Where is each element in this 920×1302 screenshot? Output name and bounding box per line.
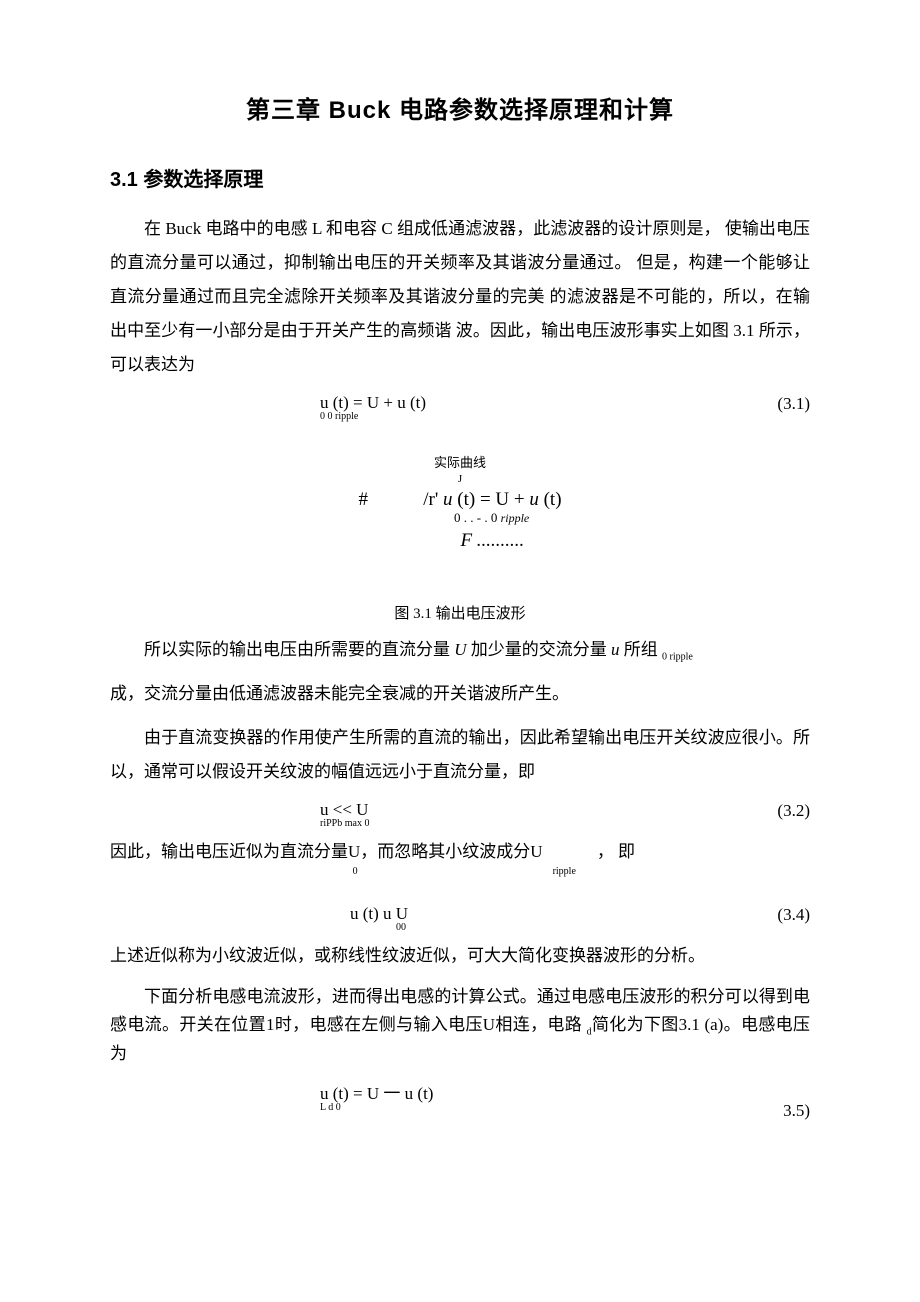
eq-3-5-number: 3.5) xyxy=(684,1083,810,1121)
figure-eq-line1: # /r' u (t) = U + u (t) xyxy=(110,489,810,512)
figure-line1-u2: u xyxy=(529,489,539,510)
equation-3-4: u (t) u U 00 (3.4) xyxy=(110,903,810,933)
section-heading-3-1: 3.1 参数选择原理 xyxy=(110,163,810,192)
eq-3-2-number: (3.2) xyxy=(684,799,810,821)
eq-3-2-sub: riPPb max 0 xyxy=(320,819,684,829)
eq-3-1-main: u (t) = U + u (t) xyxy=(320,392,684,414)
figure-line1-sub-ripple: ripple xyxy=(501,511,530,525)
equation-3-1: u (t) = U + u (t) 0 0 ripple (3.1) xyxy=(110,392,810,422)
chapter-title: 第三章 Buck 电路参数选择原理和计算 xyxy=(110,90,810,125)
figure-3-1: 实际曲线 J # /r' u (t) = U + u (t) 0 . . - .… xyxy=(110,452,810,623)
figure-f-dots: F .......... xyxy=(110,530,810,552)
paragraph-1: 在 Buck 电路中的电感 L 和电容 C 组成低通滤波器，此滤波器的设计原则是… xyxy=(110,212,810,382)
figure-line1-eq: = U + xyxy=(480,489,529,510)
figure-line1-u: u xyxy=(443,489,453,510)
paragraph-6: 下面分析电感电流波形，进而得出电感的计算公式。通过电感电压波形的积分可以得到电感… xyxy=(110,983,810,1067)
paragraph-3: 由于直流变换器的作用使产生所需的直流的输出，因此希望输出电压开关纹波应很小。所以… xyxy=(110,721,810,789)
paragraph-2b: 成，交流分量由低通滤波器未能完全衰减的开关谐波所产生。 xyxy=(110,677,810,711)
paragraph-4: 因此，输出电压近似为直流分量U，而忽略其小纹波成分U0ripple ， 即 xyxy=(110,835,810,869)
eq-3-4-number: (3.4) xyxy=(684,903,810,925)
figure-hash: # xyxy=(358,489,418,512)
figure-top-tick: J xyxy=(110,473,810,485)
figure-line1-sub: 0 . . - . 0 xyxy=(454,510,501,525)
eq-3-5-main: u (t) = U 一 u (t) xyxy=(320,1083,684,1105)
equation-3-2: u << U riPPb max 0 (3.2) xyxy=(110,799,810,829)
figure-top-label: 实际曲线 xyxy=(110,452,810,471)
eq-3-1-number: (3.1) xyxy=(684,392,810,414)
eq-3-2-main: u << U xyxy=(320,799,684,821)
figure-line1-paren: (t) xyxy=(457,489,480,510)
figure-eq-line1-sub: 0 . . - . 0 ripple xyxy=(110,510,810,526)
paragraph-2: 所以实际的输出电压由所需要的直流分量 U 加少量的交流分量 u 所组 0 rip… xyxy=(110,633,810,667)
paragraph-5: 上述近似称为小纹波近似，或称线性纹波近似，可大大简化变换器波形的分析。 xyxy=(110,939,810,973)
equation-3-5: u (t) = U 一 u (t) L d 0 3.5) xyxy=(110,1083,810,1121)
figure-caption: 图 3.1 输出电压波形 xyxy=(110,602,810,623)
figure-line1-tail: (t) xyxy=(544,489,562,510)
eq-3-4-sub: 00 xyxy=(350,923,684,933)
figure-line1-pre: /r' xyxy=(423,489,438,510)
